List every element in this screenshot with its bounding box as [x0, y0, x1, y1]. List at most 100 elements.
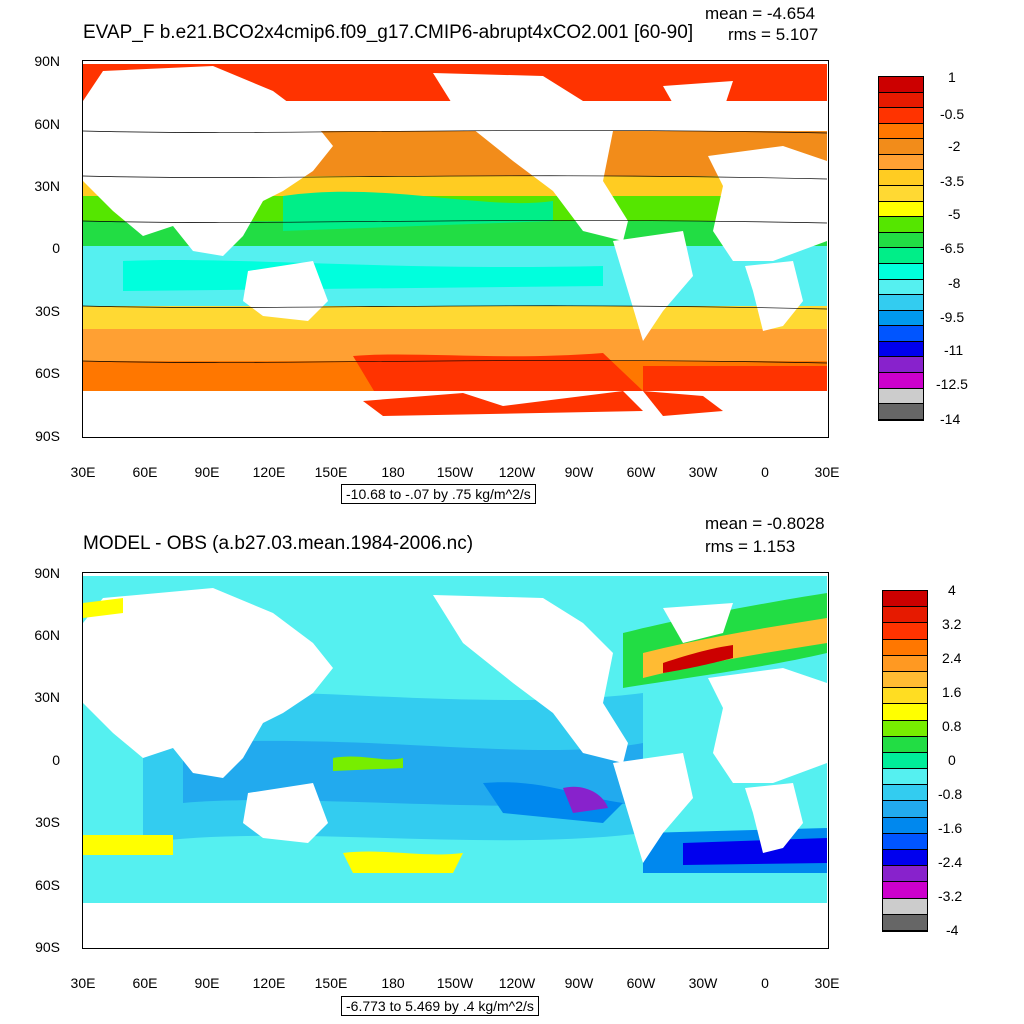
x-label: 90W	[564, 975, 594, 991]
colorbar-swatch	[883, 671, 927, 689]
x-label: 30E	[814, 975, 840, 991]
colorbar-swatch	[883, 736, 927, 753]
y-label: 60S	[35, 365, 60, 381]
contour-info-box: -6.773 to 5.469 by .4 kg/m^2/s	[341, 996, 539, 1016]
y-label: 90S	[35, 939, 60, 955]
colorbar-label: -4	[946, 922, 959, 938]
colorbar-swatch	[879, 186, 923, 202]
x-label: 120W	[498, 975, 536, 991]
colorbar-swatch	[879, 170, 923, 187]
x-label: 30E	[70, 464, 96, 480]
colorbar-label: -8	[948, 275, 961, 291]
colorbar-label: -0.8	[938, 786, 963, 802]
mean-stat: mean = -0.8028	[705, 514, 825, 533]
colorbar-label: -9.5	[940, 309, 965, 325]
y-label: 0	[52, 752, 60, 768]
colorbar-label: -5	[948, 206, 961, 222]
colorbar-swatch	[883, 833, 927, 850]
contour-info-box: -10.68 to -.07 by .75 kg/m^2/s	[341, 484, 536, 504]
colorbar-swatch	[883, 752, 927, 770]
colorbar-swatch	[883, 882, 927, 899]
colorbar-label: -6.5	[940, 240, 965, 256]
x-label: 150E	[314, 464, 348, 480]
colorbar-swatch	[883, 591, 927, 608]
x-label: 0	[761, 464, 769, 480]
x-label: 30E	[814, 464, 840, 480]
x-label: 30W	[688, 464, 718, 480]
x-label: 150W	[436, 464, 474, 480]
colorbar-swatch	[879, 310, 923, 327]
y-label: 60S	[35, 877, 60, 893]
colorbar-label: 2.4	[942, 650, 962, 666]
y-label: 60N	[34, 627, 60, 643]
colorbar-swatch	[879, 92, 923, 109]
y-label: 30N	[34, 178, 60, 194]
x-label: 60E	[132, 975, 158, 991]
x-label: 120E	[252, 975, 286, 991]
x-label: 150E	[314, 975, 348, 991]
colorbar-swatch	[883, 914, 927, 931]
colorbar-swatch	[883, 623, 927, 640]
panel-title: MODEL - OBS (a.b27.03.mean.1984-2006.nc)	[83, 533, 474, 554]
colorbar	[878, 76, 924, 421]
map-frame	[82, 572, 829, 949]
colorbar-label: 0.8	[942, 718, 962, 734]
x-label: 30E	[70, 975, 96, 991]
panel-title: EVAP_F b.e21.BCO2x4cmip6.f09_g17.CMIP6-a…	[83, 22, 694, 43]
x-label: 150W	[436, 975, 474, 991]
colorbar-label: -12.5	[936, 376, 968, 392]
colorbar-label: -1.6	[938, 820, 963, 836]
colorbar-swatch	[879, 263, 923, 280]
colorbar-label: -14	[940, 411, 961, 427]
y-label: 30S	[35, 303, 60, 319]
x-label: 90E	[194, 464, 220, 480]
colorbar-swatch	[879, 77, 923, 93]
colorbar-swatch	[883, 639, 927, 656]
colorbar-label: -3.5	[940, 173, 965, 189]
colorbar	[882, 590, 928, 932]
colorbar-label: -3.2	[938, 888, 963, 904]
colorbar-label: 1.6	[942, 684, 962, 700]
colorbar-swatch	[879, 248, 923, 264]
y-label: 90S	[35, 428, 60, 444]
colorbar-swatch	[883, 898, 927, 915]
x-label: 0	[761, 975, 769, 991]
y-label: 0	[52, 240, 60, 256]
colorbar-swatch	[879, 217, 923, 233]
colorbar-label: 1	[948, 69, 956, 85]
colorbar-swatch	[879, 372, 923, 389]
mean-stat: mean = -4.654	[705, 4, 816, 23]
x-label: 60E	[132, 464, 158, 480]
y-label: 30S	[35, 814, 60, 830]
colorbar-swatch	[883, 801, 927, 818]
colorbar-swatch	[883, 720, 927, 737]
colorbar-label: -11	[944, 342, 964, 358]
colorbar-swatch	[883, 704, 927, 721]
x-label: 60W	[626, 975, 656, 991]
colorbar-swatch	[879, 108, 923, 124]
x-label: 90E	[194, 975, 220, 991]
y-label: 60N	[34, 116, 60, 132]
colorbar-swatch	[879, 201, 923, 218]
colorbar-swatch	[879, 357, 923, 373]
colorbar-swatch	[883, 866, 927, 883]
rms-stat: rms = 1.153	[705, 537, 796, 556]
y-label: 30N	[34, 689, 60, 705]
colorbar-swatch	[883, 817, 927, 834]
colorbar-swatch	[879, 123, 923, 140]
colorbar-swatch	[883, 655, 927, 672]
x-label: 60W	[626, 464, 656, 480]
map-plot	[83, 61, 827, 436]
x-label: 120W	[498, 464, 536, 480]
x-label: 180	[381, 975, 405, 991]
colorbar-swatch	[879, 232, 923, 249]
colorbar-swatch	[879, 341, 923, 358]
colorbar-swatch	[883, 769, 927, 786]
colorbar-label: 0	[948, 752, 956, 768]
colorbar-swatch	[883, 688, 927, 705]
colorbar-label: -2.4	[938, 854, 963, 870]
colorbar-swatch	[879, 154, 923, 171]
colorbar-swatch	[879, 404, 923, 420]
colorbar-swatch	[879, 139, 923, 155]
rms-stat: rms = 5.107	[728, 25, 819, 44]
